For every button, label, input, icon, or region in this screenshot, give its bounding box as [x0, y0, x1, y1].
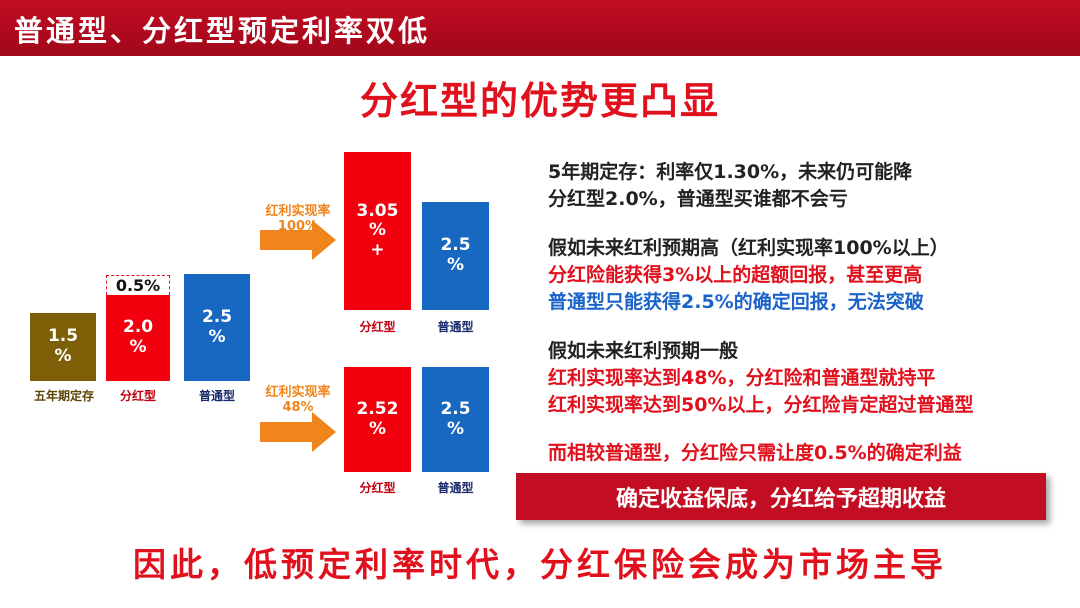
upper-bar-ordinary: 2.5 %: [422, 202, 489, 310]
text-block1-line1: 5年期定存：利率仅1.30%，未来仍可能降: [548, 161, 913, 183]
lower-arrow-icon: [260, 412, 336, 452]
highlight-box: 确定收益保底，分红给予超期收益: [516, 473, 1046, 520]
header-title: 普通型、分红型预定利率双低: [14, 14, 431, 48]
header-bar: [0, 0, 1080, 56]
bar-dividend: 2.0 %: [106, 295, 170, 381]
lower-bar-label-dividend: 分红型: [359, 481, 396, 495]
text-block1-line2: 分红型2.0%，普通型买谁都不会亏: [548, 188, 848, 210]
bar-ordinary: 2.5 %: [184, 274, 250, 381]
lower-bar-ordinary: 2.5 %: [422, 367, 489, 472]
bar-label-ordinary: 普通型: [198, 389, 235, 403]
upper-arrow-icon: [260, 220, 336, 260]
text-block3-line1: 假如未来红利预期一般: [548, 340, 739, 362]
lower-arrow-label: 红利实现率 48%: [265, 385, 331, 415]
conclusion-text: 因此，低预定利率时代，分红保险会成为市场主导: [133, 545, 947, 584]
text-block2-line1: 假如未来红利预期高（红利实现率100%以上）: [548, 237, 949, 259]
bar-label-deposit: 五年期定存: [33, 389, 94, 403]
text-block3-line3: 红利实现率达到50%以上，分红险肯定超过普通型: [548, 394, 974, 416]
lower-bar-dividend: 2.52 %: [344, 367, 411, 472]
bar-label-dividend: 分红型: [119, 389, 156, 403]
upper-bar-label-ordinary: 普通型: [437, 320, 474, 334]
text-block4: 而相较普通型，分红险只需让度0.5%的确定利益: [548, 442, 962, 464]
bar-deposit: 1.5 %: [30, 313, 96, 381]
upper-bar-dividend: 3.05 % +: [344, 152, 411, 310]
dividend-extra-box: 0.5%: [106, 275, 170, 295]
text-block2-line3: 普通型只能获得2.5%的确定回报，无法突破: [548, 291, 924, 313]
text-block3-line2: 红利实现率达到48%，分红险和普通型就持平: [548, 367, 936, 389]
upper-bar-label-dividend: 分红型: [359, 320, 396, 334]
text-block2-line2: 分红险能获得3%以上的超额回报，甚至更高: [548, 264, 923, 286]
main-title: 分红型的优势更凸显: [359, 78, 720, 123]
lower-bar-label-ordinary: 普通型: [437, 481, 474, 495]
